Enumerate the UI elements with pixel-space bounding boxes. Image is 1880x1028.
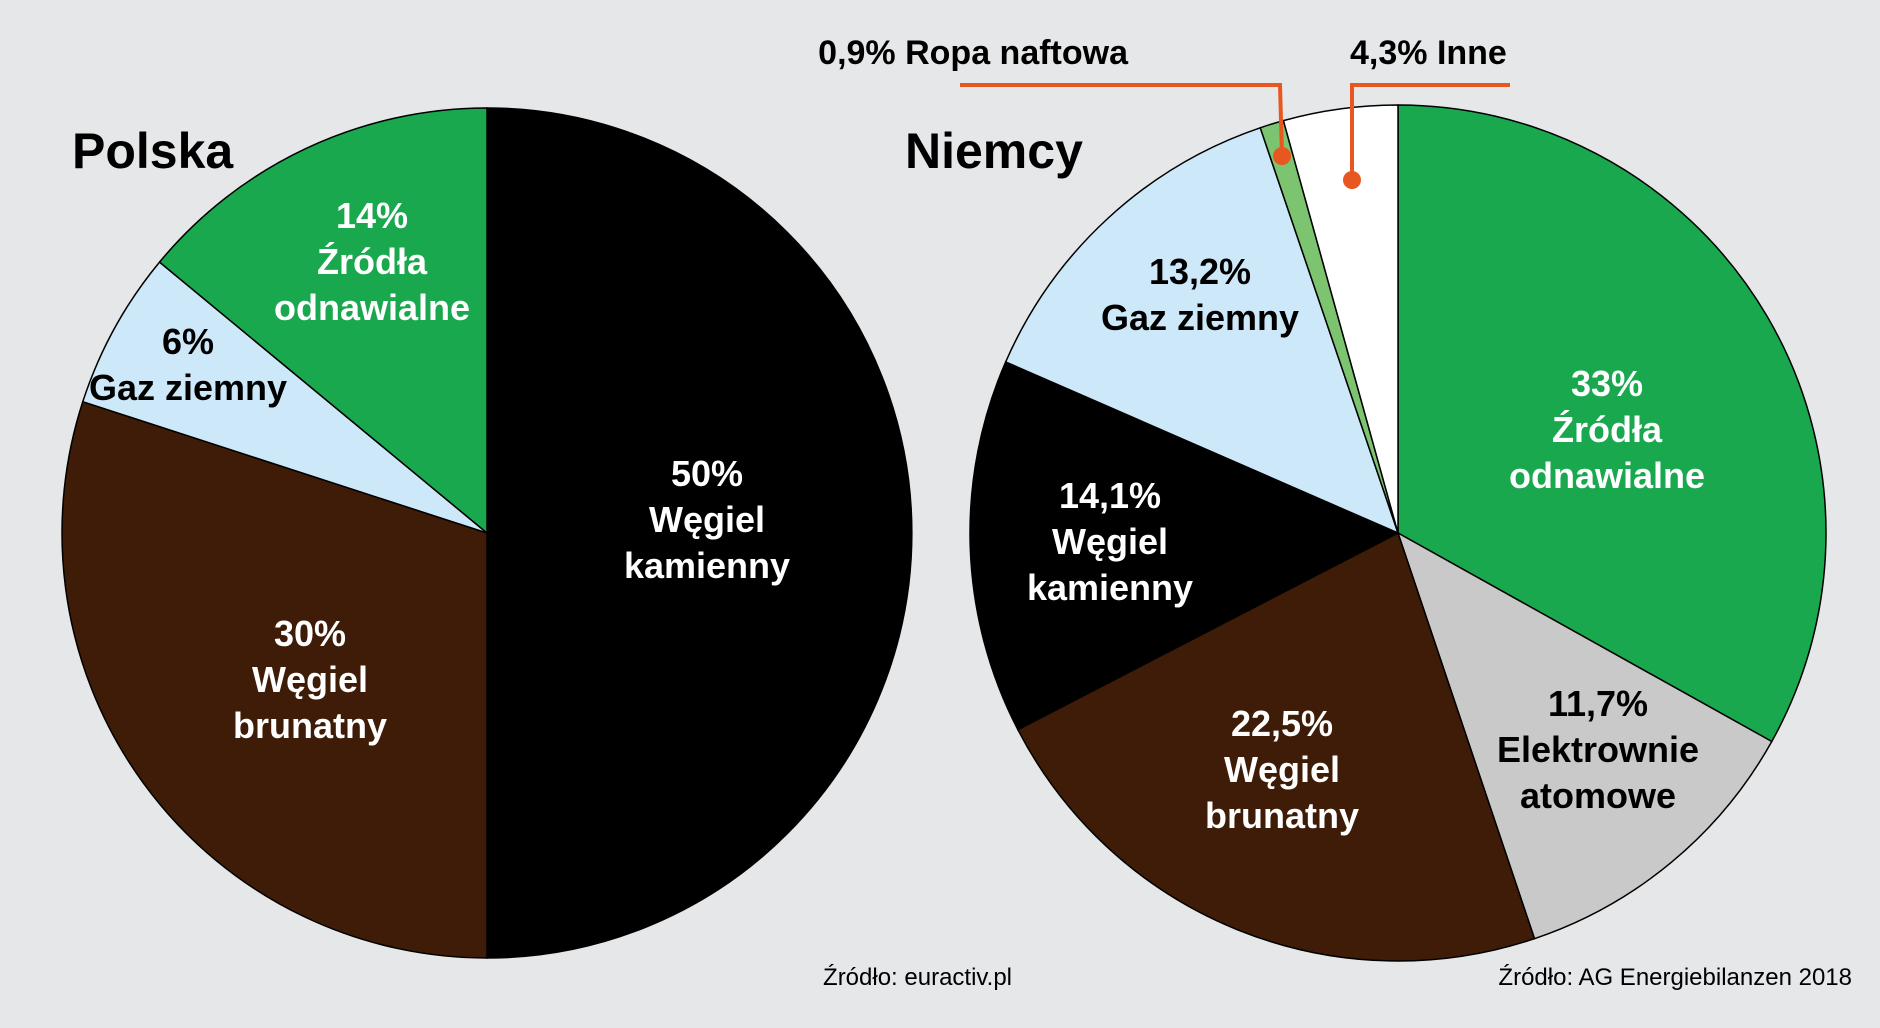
pie-slice: [1396, 531, 1773, 940]
leader-lines-niemcy: [960, 83, 1510, 189]
pie-slice: [158, 107, 488, 535]
pie-slice: [1004, 126, 1400, 535]
chart-title-niemcy: Niemcy: [905, 123, 1083, 179]
slice-label: 30% Węgiel brunatny: [233, 613, 387, 746]
chart-title-polska: Polska: [72, 123, 234, 179]
slice-label: 22,5% Węgiel brunatny: [1205, 703, 1359, 836]
pie-slice: [1016, 531, 1536, 962]
pie-slice: [61, 400, 488, 959]
source-note-polska: Źródło: euractiv.pl: [823, 964, 1012, 991]
slice-label: 4,3% Inne: [1350, 34, 1507, 72]
slice-label: 6% Gaz ziemny: [89, 321, 287, 408]
pie-chart-polska: Polska 50% Węgiel kamienny 30% Węgiel brunatn…: [61, 107, 1012, 991]
pie-slice: [969, 360, 1400, 731]
source-note-niemcy: Źródło: AG Energiebilanzen 2018: [1498, 964, 1852, 991]
pie-slices-polska: [61, 107, 913, 959]
leader-dot: [1273, 147, 1291, 165]
pie-slice: [486, 107, 913, 959]
leader-dot: [1343, 171, 1361, 189]
leader-line: [1350, 83, 1510, 180]
slice-label: 33% Źródła odnawialne: [1509, 363, 1705, 496]
pie-chart-niemcy: Niemcy 33% Źródła odnawialne 11,7% Elektrown…: [818, 34, 1852, 991]
slice-label: 11,7% Elektrownie atomowe: [1497, 683, 1699, 816]
slice-label: 14,1% Węgiel kamienny: [1027, 475, 1193, 608]
pie-slices-niemcy: [969, 104, 1827, 962]
slice-label: 0,9% Ropa naftowa: [818, 34, 1129, 72]
pie-slice: [1282, 104, 1399, 534]
slice-label: 14% Źródła odnawialne: [274, 195, 470, 328]
pie-slice: [81, 261, 488, 534]
pie-slice: [1397, 104, 1827, 743]
pie-labels-niemcy: 33% Źródła odnawialne 11,7% Elektrownie atomo…: [818, 34, 1705, 836]
pie-labels-polska: 50% Węgiel kamienny 30% Węgiel brunatny 6% Gaz …: [89, 195, 790, 746]
leader-line: [960, 83, 1284, 157]
slice-label: 13,2% Gaz ziemny: [1101, 251, 1299, 338]
slice-label: 50% Węgiel kamienny: [624, 453, 790, 586]
